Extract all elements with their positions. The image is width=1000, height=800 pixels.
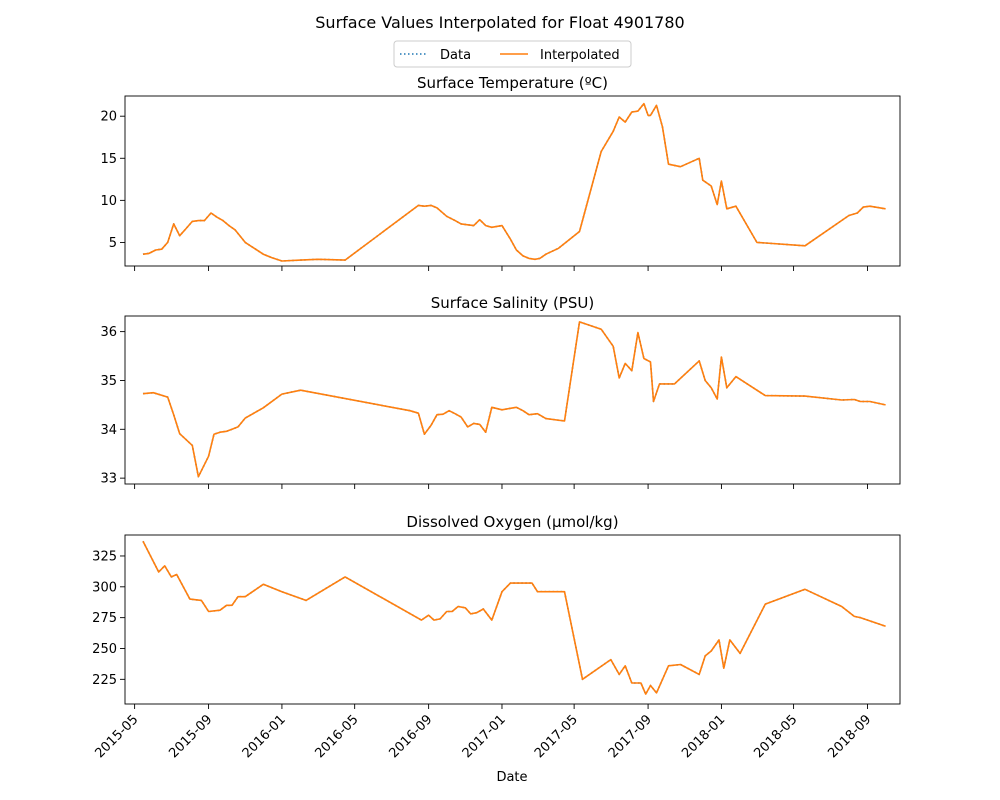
oxygen-ytick-label: 275 xyxy=(92,611,117,626)
salinity-interpolated-line xyxy=(142,321,886,478)
oxygen-interpolated-line xyxy=(142,540,886,695)
salinity-ytick-label: 36 xyxy=(100,325,117,340)
salinity-frame xyxy=(124,315,901,485)
salinity-title: Surface Salinity (PSU) xyxy=(431,294,594,312)
temperature-ytick-label: 15 xyxy=(100,152,117,167)
oxygen-ytick-label: 225 xyxy=(92,673,117,688)
legend-data-label: Data xyxy=(440,48,471,63)
temperature-ytick-label: 10 xyxy=(100,194,117,209)
temperature-frame xyxy=(124,95,901,267)
temperature-title: Surface Temperature (ºC) xyxy=(417,74,608,92)
temperature-ytick-label: 20 xyxy=(100,110,117,125)
legend: Data Interpolated xyxy=(393,40,632,68)
oxygen-title: Dissolved Oxygen (µmol/kg) xyxy=(406,513,618,531)
figure-title: Surface Values Interpolated for Float 49… xyxy=(315,13,684,32)
salinity-ytick-label: 35 xyxy=(100,374,117,389)
salinity-panel: Surface Salinity (PSU) 33 34 35 36 xyxy=(100,294,901,489)
salinity-ytick-label: 33 xyxy=(100,472,117,487)
legend-interpolated-label: Interpolated xyxy=(540,48,620,63)
oxygen-panel: Dissolved Oxygen (µmol/kg) 225 250 275 300 32… xyxy=(92,513,901,709)
temperature-ytick-label: 5 xyxy=(109,236,117,251)
oxygen-ytick-label: 300 xyxy=(92,580,117,595)
salinity-ytick-label: 34 xyxy=(100,423,117,438)
oxygen-ytick-label: 325 xyxy=(92,549,117,564)
x-axis-label: Date xyxy=(496,770,527,785)
oxygen-ytick-label: 250 xyxy=(92,642,117,657)
temperature-panel: Surface Temperature (ºC) 5 10 15 20 xyxy=(100,74,901,271)
oxygen-frame xyxy=(124,534,901,705)
temperature-interpolated-line xyxy=(142,102,886,262)
